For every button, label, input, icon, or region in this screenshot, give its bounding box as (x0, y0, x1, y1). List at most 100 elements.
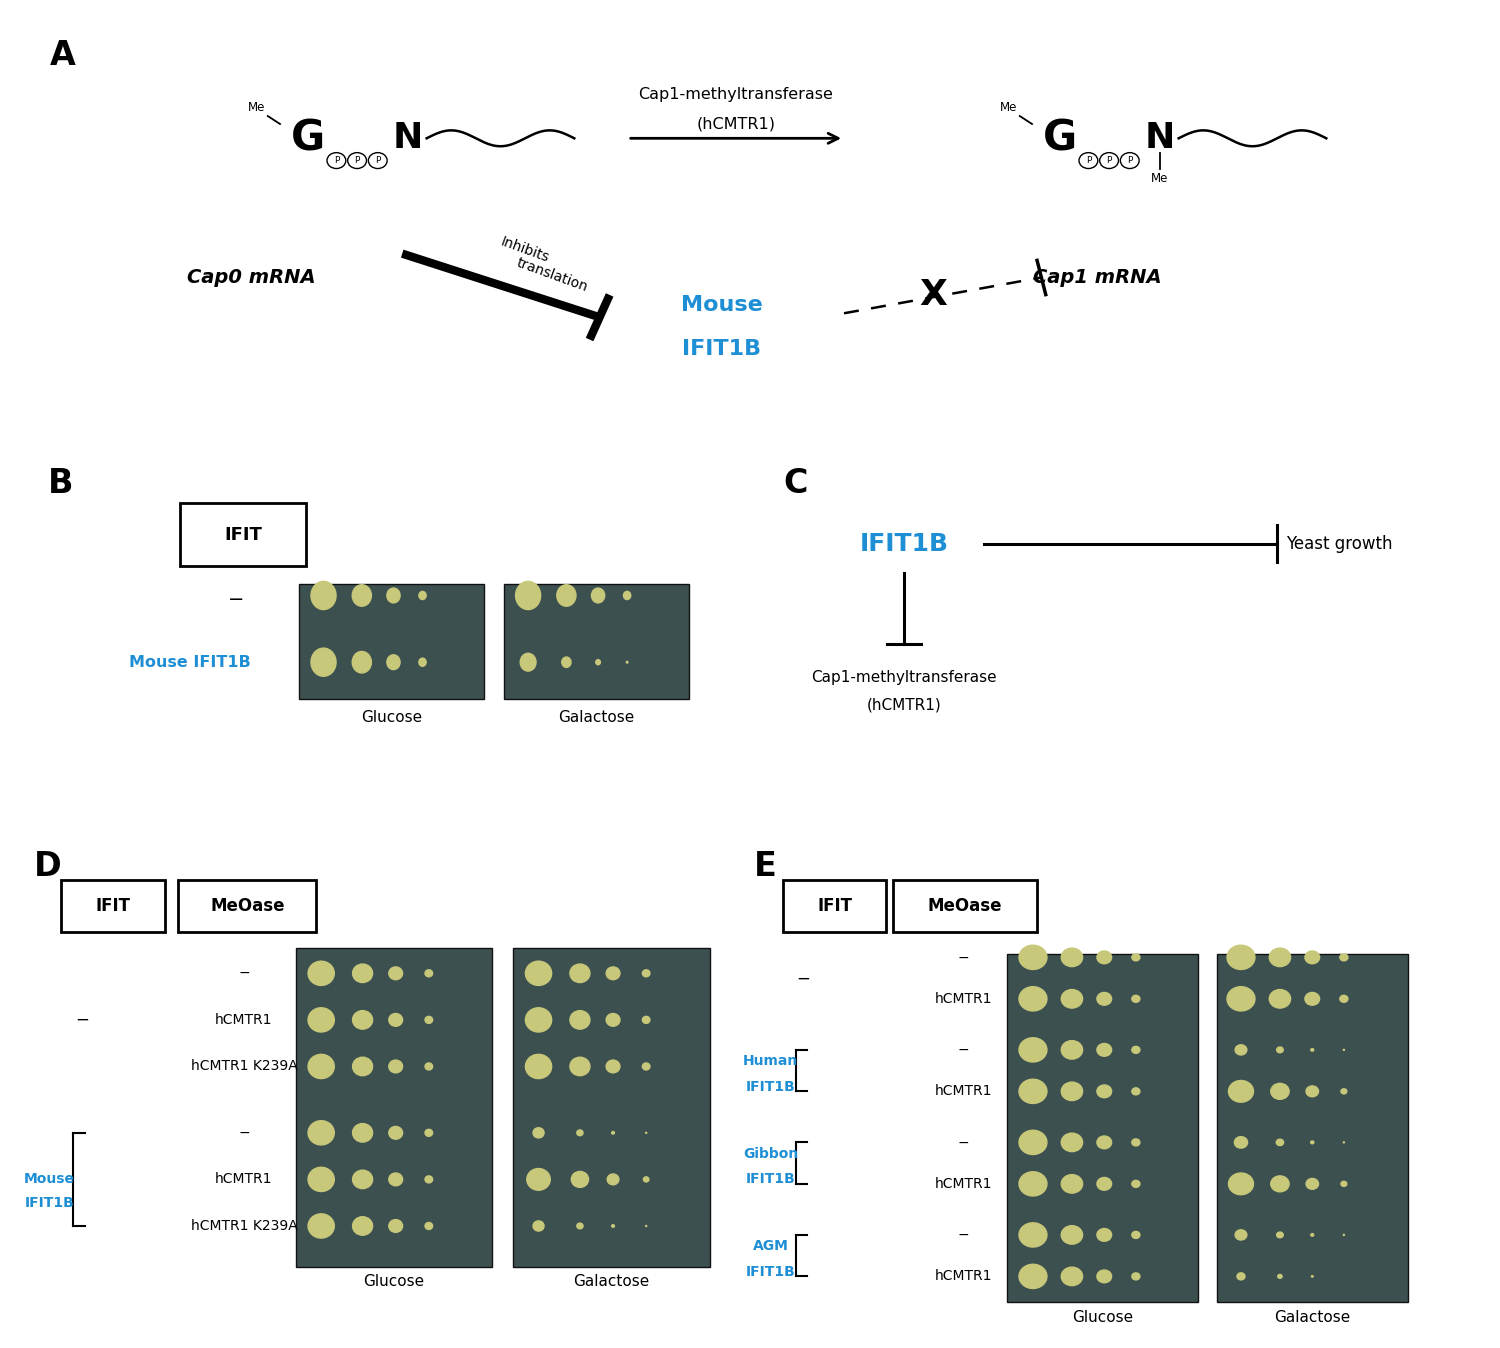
Circle shape (1062, 1082, 1083, 1100)
Text: Yeast growth: Yeast growth (1286, 535, 1392, 553)
Text: (hCMTR1): (hCMTR1) (696, 116, 776, 132)
Circle shape (1096, 1178, 1112, 1190)
Circle shape (1278, 1274, 1282, 1278)
Text: Mouse: Mouse (24, 1173, 75, 1186)
Circle shape (1132, 1088, 1140, 1095)
Circle shape (388, 1173, 402, 1186)
Text: Mouse IFIT1B: Mouse IFIT1B (129, 655, 251, 670)
Circle shape (1096, 992, 1112, 1006)
Circle shape (308, 1167, 334, 1192)
Circle shape (1096, 1228, 1112, 1242)
Circle shape (1096, 1085, 1112, 1097)
Text: N: N (393, 121, 423, 155)
Text: hCMTR1: hCMTR1 (934, 1177, 992, 1190)
Text: B: B (48, 468, 74, 500)
Circle shape (612, 1225, 615, 1227)
FancyBboxPatch shape (783, 879, 886, 931)
Circle shape (1306, 1086, 1318, 1097)
Circle shape (1340, 954, 1348, 961)
Circle shape (1270, 1175, 1288, 1192)
Text: hCMTR1: hCMTR1 (214, 1173, 273, 1186)
Text: −: − (238, 1126, 249, 1140)
Circle shape (1096, 950, 1112, 964)
Circle shape (642, 1016, 650, 1023)
Circle shape (1132, 995, 1140, 1003)
Circle shape (352, 1217, 372, 1235)
Circle shape (387, 655, 400, 670)
Text: IFIT1B: IFIT1B (746, 1264, 795, 1279)
Circle shape (1096, 1043, 1112, 1057)
Circle shape (1062, 948, 1083, 967)
Circle shape (388, 1014, 402, 1026)
Text: P: P (333, 156, 339, 164)
Circle shape (1019, 1264, 1047, 1289)
Text: MeOase: MeOase (210, 896, 285, 915)
Circle shape (591, 588, 604, 603)
Circle shape (532, 1128, 544, 1138)
Text: Human: Human (742, 1054, 798, 1068)
Circle shape (644, 1177, 650, 1182)
Text: P: P (354, 156, 360, 164)
Text: Glucose: Glucose (1072, 1309, 1134, 1325)
Text: −: − (238, 967, 249, 980)
Circle shape (1019, 1080, 1047, 1104)
Circle shape (1019, 987, 1047, 1011)
Circle shape (525, 1008, 552, 1033)
Circle shape (308, 961, 334, 985)
Text: hCMTR1: hCMTR1 (934, 992, 992, 1006)
Circle shape (1276, 1232, 1282, 1237)
Circle shape (1269, 989, 1290, 1008)
Circle shape (1132, 954, 1140, 961)
FancyBboxPatch shape (1216, 954, 1408, 1302)
Text: P: P (1086, 156, 1090, 164)
Text: Glucose: Glucose (362, 710, 422, 725)
Circle shape (1132, 1139, 1140, 1146)
Text: G: G (1042, 117, 1077, 159)
Circle shape (419, 658, 426, 666)
Circle shape (1227, 945, 1256, 969)
Circle shape (388, 967, 402, 980)
Circle shape (1062, 1134, 1083, 1151)
Text: hCMTR1: hCMTR1 (934, 1084, 992, 1099)
Circle shape (352, 651, 372, 673)
Text: IFIT1B: IFIT1B (746, 1171, 795, 1186)
Circle shape (310, 648, 336, 677)
Circle shape (308, 1008, 334, 1033)
Text: G: G (291, 117, 326, 159)
Circle shape (1311, 1233, 1314, 1236)
Text: Galactose: Galactose (573, 1274, 650, 1290)
Circle shape (1132, 1181, 1140, 1188)
Circle shape (387, 588, 400, 603)
FancyBboxPatch shape (298, 584, 484, 700)
FancyBboxPatch shape (178, 879, 316, 931)
Circle shape (388, 1127, 402, 1139)
Circle shape (516, 581, 540, 609)
Circle shape (424, 1130, 432, 1136)
Circle shape (1305, 992, 1320, 1006)
Text: P: P (1107, 156, 1112, 164)
Text: −: − (957, 950, 969, 964)
Text: Glucose: Glucose (363, 1274, 424, 1290)
Text: Me: Me (1000, 101, 1017, 115)
Circle shape (525, 1054, 552, 1078)
Circle shape (578, 1223, 584, 1229)
Text: Galactose: Galactose (1274, 1309, 1350, 1325)
Circle shape (1019, 1171, 1047, 1196)
Circle shape (308, 1213, 334, 1237)
Circle shape (1096, 1270, 1112, 1283)
Circle shape (1132, 1046, 1140, 1053)
Circle shape (1062, 1041, 1083, 1060)
Text: Gibbon: Gibbon (742, 1147, 798, 1161)
Text: hCMTR1 K239A: hCMTR1 K239A (190, 1219, 297, 1233)
Circle shape (352, 1011, 372, 1029)
Circle shape (1269, 948, 1290, 967)
Text: IFIT1B: IFIT1B (859, 531, 948, 555)
Text: hCMTR1: hCMTR1 (934, 1270, 992, 1283)
Circle shape (1234, 1045, 1246, 1055)
Text: hCMTR1 K239A: hCMTR1 K239A (190, 1060, 297, 1073)
Text: AGM: AGM (753, 1239, 789, 1254)
Circle shape (1132, 1273, 1140, 1279)
Text: −: − (957, 1228, 969, 1242)
Text: Cap1-methyltransferase: Cap1-methyltransferase (812, 670, 998, 685)
Circle shape (352, 585, 372, 607)
